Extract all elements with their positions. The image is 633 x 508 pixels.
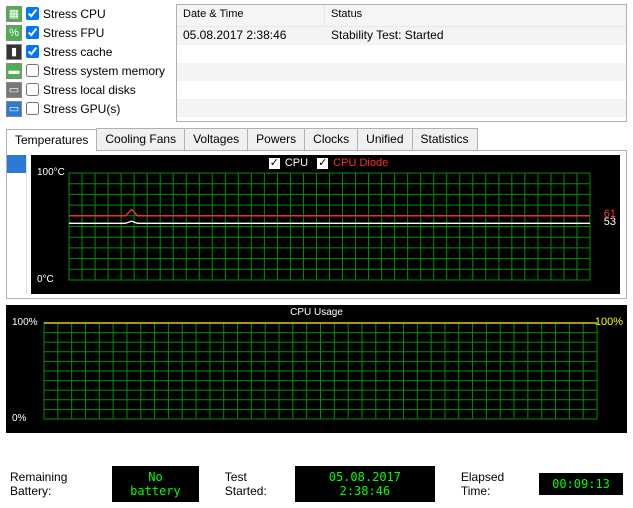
log-cell-status [325,99,626,117]
tab-voltages[interactable]: Voltages [184,128,248,150]
tabstrip: TemperaturesCooling FansVoltagesPowersCl… [6,128,627,151]
stress-option-stress-fpu: % Stress FPU [6,23,170,42]
stress-icon: ▦ [6,6,22,22]
log-cell-datetime [177,63,325,81]
log-cell-status [325,81,626,99]
stress-option-stress-gpu-s-: ▭ Stress GPU(s) [6,99,170,118]
tab-statistics[interactable]: Statistics [412,128,478,150]
chart-legend: CPU CPU Diode [31,157,620,169]
event-log: Date & Time Status 05.08.2017 2:38:46Sta… [176,4,627,122]
tab-unified[interactable]: Unified [357,128,412,150]
log-row[interactable] [177,81,626,99]
battery-label: Remaining Battery: [10,470,104,498]
tab-temperatures[interactable]: Temperatures [6,129,97,151]
stress-option-stress-cache: ▮ Stress cache [6,42,170,61]
stress-label: Stress FPU [43,26,104,40]
elapsed-value: 00:09:13 [539,473,623,495]
log-cell-datetime: 05.08.2017 2:38:46 [177,27,325,45]
stress-icon: ▮ [6,44,22,60]
tab-content: 5361100°C0°C CPU CPU Diode [6,151,627,299]
log-row[interactable] [177,45,626,63]
log-header: Date & Time Status [177,5,626,27]
battery-value: No battery [112,466,199,502]
log-cell-status: Stability Test: Started [325,27,626,45]
stress-checkbox[interactable] [26,64,39,77]
test-started-label: Test Started: [225,470,287,498]
stress-checkbox[interactable] [26,45,39,58]
log-cell-status [325,63,626,81]
temperature-chart: 5361100°C0°C CPU CPU Diode [31,155,620,294]
stress-options-panel: ▦ Stress CPU% Stress FPU ▮ Stress cache ▬ Stre… [6,4,170,122]
chart-title: CPU Usage [6,307,627,318]
log-row[interactable]: 05.08.2017 2:38:46Stability Test: Starte… [177,27,626,45]
stress-label: Stress CPU [43,7,106,21]
legend-label-cpu-diode: CPU Diode [330,157,388,169]
y-min-label: 0% [12,413,26,424]
stress-label: Stress cache [43,45,112,59]
log-cell-datetime [177,45,325,63]
stress-checkbox[interactable] [26,26,39,39]
tab-powers[interactable]: Powers [247,128,305,150]
sensor-list-item[interactable] [7,155,26,173]
log-row[interactable] [177,63,626,81]
sensor-list[interactable] [7,155,27,294]
stress-checkbox[interactable] [26,83,39,96]
stress-icon: % [6,25,22,41]
log-col-datetime[interactable]: Date & Time [177,5,325,26]
tab-clocks[interactable]: Clocks [304,128,358,150]
stress-checkbox[interactable] [26,102,39,115]
stress-icon: ▭ [6,82,22,98]
log-cell-datetime [177,81,325,99]
log-col-status[interactable]: Status [325,5,626,26]
stress-option-stress-local-disks: ▭ Stress local disks [6,80,170,99]
stress-label: Stress system memory [43,64,165,78]
stress-label: Stress GPU(s) [43,102,120,116]
stress-label: Stress local disks [43,83,136,97]
legend-checkbox[interactable] [269,158,280,169]
elapsed-label: Elapsed Time: [461,470,531,498]
stress-icon: ▭ [6,101,22,117]
y-min-label: 0°C [37,274,54,285]
stress-option-stress-system-memory: ▬ Stress system memory [6,61,170,80]
test-started-value: 05.08.2017 2:38:46 [295,466,435,502]
stress-icon: ▬ [6,63,22,79]
stress-checkbox[interactable] [26,7,39,20]
tab-cooling-fans[interactable]: Cooling Fans [96,128,185,150]
legend-checkbox[interactable] [317,158,328,169]
log-cell-datetime [177,99,325,117]
stress-option-stress-cpu: ▦ Stress CPU [6,4,170,23]
legend-label-cpu: CPU [282,157,311,169]
log-cell-status [325,45,626,63]
y-max-label: 100% [12,317,38,328]
cpu-usage-chart: 100%100%0%CPU Usage [6,305,627,433]
log-row[interactable] [177,99,626,117]
